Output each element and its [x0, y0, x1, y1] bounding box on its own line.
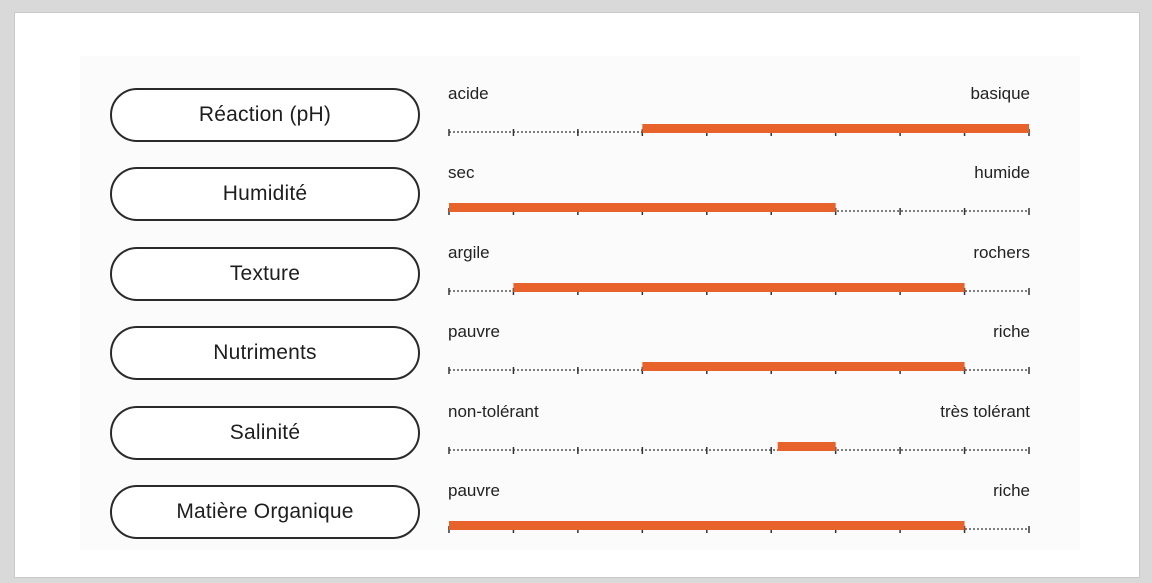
- scale-max-label: humide: [974, 163, 1030, 182]
- row-nutriments: Nutriments pauvre riche: [0, 322, 1152, 406]
- range-bar: [642, 362, 965, 371]
- factor-label-pill: Salinité: [110, 406, 420, 460]
- factor-label-pill: Matière Organique: [110, 485, 420, 539]
- factor-label-pill: Texture: [110, 247, 420, 301]
- scale-max-label: très tolérant: [940, 402, 1030, 421]
- range-scale: [448, 124, 1030, 136]
- range-bar: [513, 283, 965, 292]
- scale-min-label: pauvre: [448, 322, 500, 341]
- range-scale: [448, 283, 1030, 295]
- scale-min-label: sec: [448, 163, 475, 182]
- range-bar: [449, 521, 965, 530]
- range-scale: [448, 203, 1030, 215]
- scale-min-label: pauvre: [448, 481, 500, 500]
- range-bar: [777, 442, 836, 451]
- range-bar: [642, 124, 1029, 133]
- factor-label-pill: Réaction (pH): [110, 88, 420, 142]
- scale-min-label: argile: [448, 243, 490, 262]
- scale-max-label: rochers: [973, 243, 1030, 262]
- scale-max-label: riche: [993, 481, 1030, 500]
- factor-label-pill: Humidité: [110, 167, 420, 221]
- scale-min-label: non-tolérant: [448, 402, 539, 421]
- scale-max-label: basique: [970, 84, 1030, 103]
- scale-min-label: acide: [448, 84, 489, 103]
- range-scale: [448, 442, 1030, 454]
- row-reaction-ph: Réaction (pH) acide basique: [0, 84, 1152, 168]
- scale-max-label: riche: [993, 322, 1030, 341]
- row-texture: Texture argile rochers: [0, 243, 1152, 327]
- range-bar: [449, 203, 836, 212]
- row-salinite: Salinité non-tolérant très tolérant: [0, 402, 1152, 486]
- row-matiere-organique: Matière Organique pauvre riche: [0, 481, 1152, 565]
- row-humidite: Humidité sec humide: [0, 163, 1152, 247]
- range-scale: [448, 362, 1030, 374]
- factor-label-pill: Nutriments: [110, 326, 420, 380]
- range-scale: [448, 521, 1030, 533]
